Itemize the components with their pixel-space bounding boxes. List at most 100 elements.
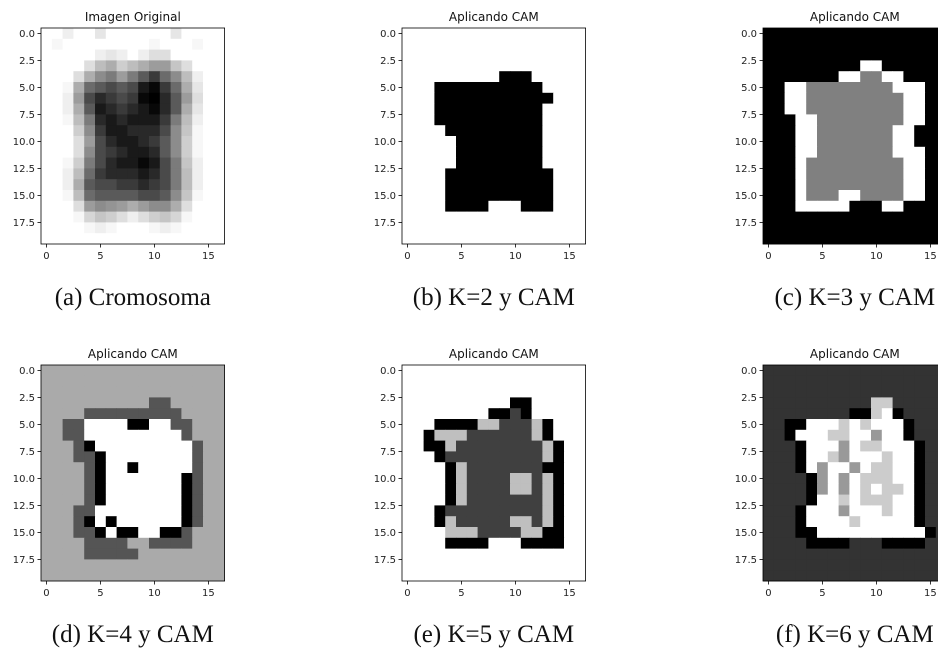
cell [763,168,774,179]
cell [510,376,521,387]
cell [413,60,424,71]
cell [63,222,74,233]
cell [402,190,413,201]
cell [117,212,128,223]
cell [63,104,74,115]
cell [882,201,893,212]
cell [127,365,138,376]
cell [402,549,413,560]
cell [806,201,817,212]
cell [871,473,882,484]
cell [84,419,95,430]
cell [181,505,192,516]
cell [849,168,860,179]
cell [160,527,171,538]
cell [181,147,192,158]
cell [138,104,149,115]
cell [106,168,117,179]
cell [553,82,564,93]
cell [192,60,203,71]
cell [171,559,182,570]
cell [192,190,203,201]
cell [149,376,160,387]
cell [95,505,106,516]
cell [849,559,860,570]
y-tick-label: 15.0 [13,191,35,202]
cell [160,104,171,115]
cell [882,451,893,462]
cell [203,60,214,71]
cell [488,168,499,179]
cell [849,50,860,61]
cell [203,505,214,516]
cell [774,60,785,71]
cell [467,570,478,581]
cell [467,527,478,538]
cell [510,473,521,484]
cell [806,570,817,581]
cell [73,538,84,549]
cell [181,462,192,473]
cell [795,60,806,71]
cell [893,71,904,82]
cell [456,125,467,136]
cell [795,158,806,169]
cell [203,559,214,570]
cell [63,495,74,506]
cell [434,559,445,570]
y-tick-label: 5.0 [741,83,757,94]
cell [106,71,117,82]
cell [192,71,203,82]
cell [542,39,553,50]
cell [413,28,424,39]
y-tick-label: 7.5 [380,447,396,458]
cell [785,201,796,212]
cell [542,549,553,560]
cell [149,168,160,179]
cell [521,190,532,201]
cell [510,549,521,560]
cell [467,516,478,527]
cell [127,104,138,115]
cell [882,179,893,190]
cell [914,39,925,50]
cell [774,559,785,570]
cell [73,60,84,71]
cell [871,50,882,61]
cell [424,233,435,244]
cell [510,93,521,104]
cell [95,147,106,158]
cell [893,158,904,169]
cell [806,430,817,441]
cell [893,28,904,39]
cell [871,179,882,190]
cell [532,104,543,115]
cell [63,549,74,560]
cell [564,451,575,462]
cell [806,484,817,495]
cell [564,28,575,39]
cell [763,462,774,473]
cell [839,505,850,516]
cell [521,484,532,495]
cell [575,365,586,376]
cell [925,28,936,39]
cell [763,93,774,104]
cell [456,28,467,39]
cell [203,114,214,125]
cell [424,365,435,376]
cell [532,233,543,244]
cell [138,365,149,376]
cell [149,419,160,430]
cell [893,179,904,190]
cell [510,50,521,61]
cell [138,441,149,452]
cell [903,39,914,50]
cell [488,365,499,376]
cell [192,451,203,462]
cell [860,39,871,50]
cell [785,147,796,158]
cell [763,451,774,462]
cell [84,505,95,516]
cell [849,495,860,506]
